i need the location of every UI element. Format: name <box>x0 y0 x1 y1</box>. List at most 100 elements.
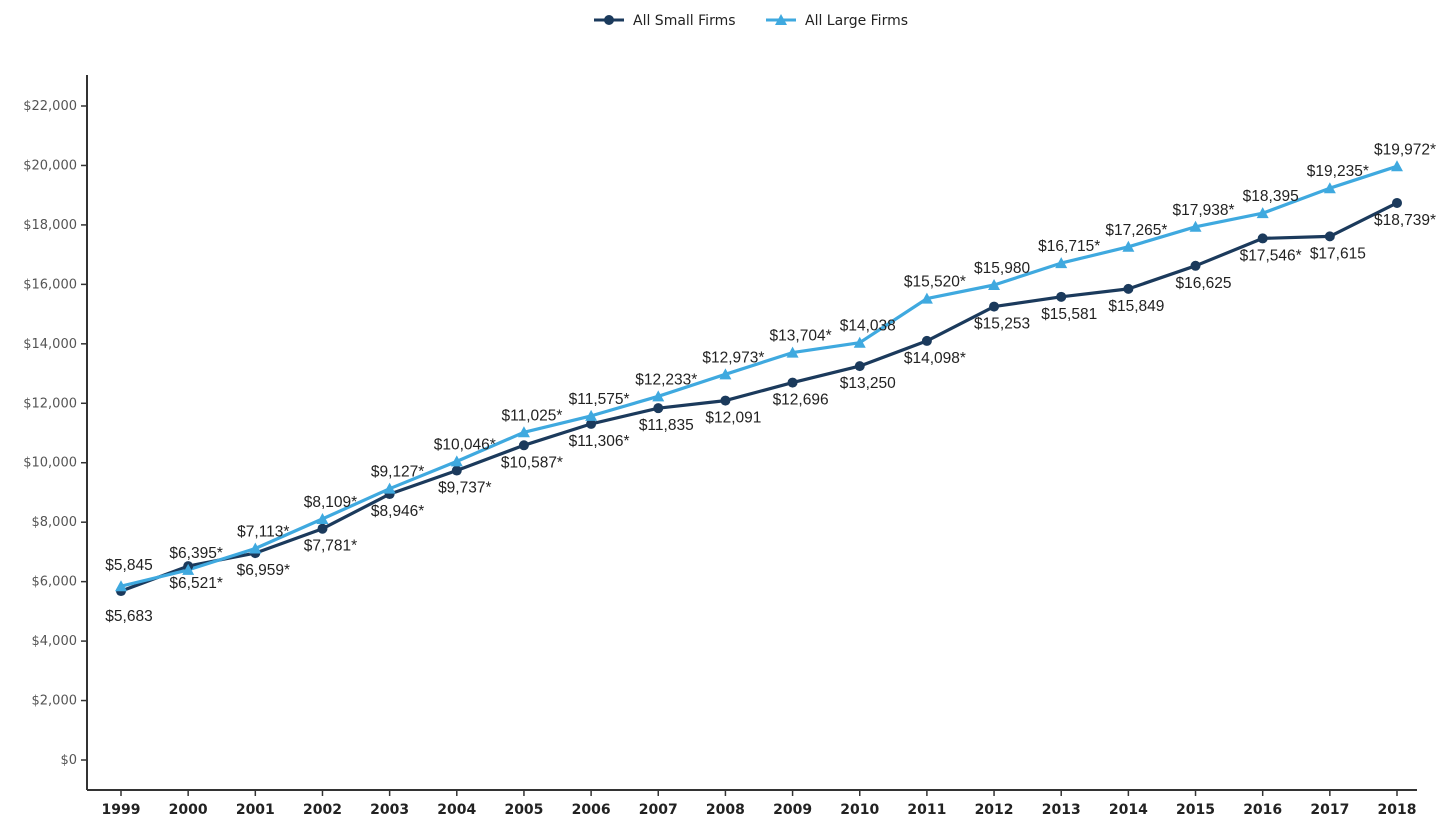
data-point-small-firms <box>1190 260 1201 271</box>
data-point-small-firms <box>317 523 328 534</box>
y-tick-label: $18,000 <box>23 218 77 233</box>
data-point-small-firms <box>787 377 798 388</box>
data-label-small-firms: $14,098* <box>904 350 966 367</box>
legend-marker-large-firms <box>775 14 787 25</box>
x-tick-label: 2003 <box>370 802 409 818</box>
data-label-large-firms: $10,046* <box>434 436 496 453</box>
data-label-small-firms: $17,615 <box>1310 245 1366 262</box>
y-tick-label: $22,000 <box>23 99 77 114</box>
x-tick-label: 2012 <box>975 802 1014 818</box>
x-tick-label: 1999 <box>102 802 141 818</box>
data-point-large-firms <box>182 563 195 575</box>
y-tick-label: $20,000 <box>23 158 77 173</box>
y-tick-label: $2,000 <box>32 694 78 709</box>
data-label-large-firms: $11,575* <box>569 391 630 408</box>
data-label-small-firms: $6,521* <box>169 575 222 592</box>
data-label-large-firms: $11,025* <box>501 407 562 424</box>
data-point-small-firms <box>1324 231 1335 242</box>
data-point-large-firms <box>115 580 127 592</box>
series-line-large-firms <box>120 164 1398 588</box>
data-point-large-firms <box>1256 207 1269 219</box>
data-label-large-firms: $6,395* <box>169 545 222 562</box>
data-label-large-firms: $19,235* <box>1307 163 1369 180</box>
x-tick-label: 2008 <box>706 802 745 818</box>
data-point-large-firms <box>450 455 463 467</box>
x-tick-label: 2005 <box>504 802 543 818</box>
data-label-small-firms: $9,737* <box>438 480 491 497</box>
legend-label-large-firms: All Large Firms <box>805 13 908 29</box>
x-tick-label: 2015 <box>1176 802 1215 818</box>
data-label-small-firms: $17,546* <box>1240 247 1302 264</box>
data-point-small-firms <box>1056 291 1067 302</box>
data-point-small-firms <box>518 440 529 451</box>
data-point-large-firms <box>920 292 933 304</box>
data-label-large-firms: $7,113* <box>237 524 289 541</box>
axes: $0 $2,000 $4,000 $6,000 $8,000 $10,000 $12,000… <box>23 75 1417 818</box>
data-point-large-firms <box>1189 220 1202 232</box>
data-label-small-firms: $16,625 <box>1176 275 1232 292</box>
data-point-large-firms <box>1055 257 1068 269</box>
data-point-large-firms <box>853 336 866 348</box>
data-label-small-firms: $15,849 <box>1108 298 1164 315</box>
data-point-small-firms <box>1257 233 1268 244</box>
data-point-small-firms <box>854 361 865 372</box>
series-lines <box>120 164 1398 593</box>
data-point-large-firms <box>719 368 732 380</box>
x-tick-label: 2017 <box>1310 802 1349 818</box>
data-label-large-firms: $17,938* <box>1172 202 1234 219</box>
data-label-small-firms: $10,587* <box>501 454 563 471</box>
y-tick-label: $16,000 <box>23 277 77 292</box>
x-tick-label: 2013 <box>1042 802 1081 818</box>
x-tick-label: 2006 <box>572 802 611 818</box>
legend-item-large-firms: All Large Firms <box>766 13 908 29</box>
data-point-small-firms <box>586 418 597 429</box>
data-point-large-firms <box>1323 182 1336 194</box>
data-label-large-firms: $18,395 <box>1243 188 1299 205</box>
data-label-large-firms: $12,973* <box>702 349 764 366</box>
x-tick-label: 2011 <box>907 802 946 818</box>
data-point-small-firms <box>989 301 1000 312</box>
data-label-small-firms: $11,306* <box>569 433 630 450</box>
data-label-small-firms: $5,683 <box>105 608 152 625</box>
data-label-large-firms: $8,109* <box>304 494 357 511</box>
x-tick-label: 2014 <box>1109 802 1148 818</box>
x-tick-label: 2004 <box>437 802 476 818</box>
data-label-small-firms: $12,696 <box>773 392 829 409</box>
data-point-large-firms <box>383 482 396 494</box>
x-tick-label: 2009 <box>773 802 812 818</box>
data-label-large-firms: $13,704* <box>770 328 832 345</box>
data-label-small-firms: $8,946* <box>371 503 424 520</box>
data-point-small-firms <box>720 395 731 406</box>
data-label-small-firms: $15,581 <box>1041 306 1097 323</box>
y-tick-label: $0 <box>60 753 77 768</box>
series-line-small-firms <box>120 201 1398 593</box>
x-tick-label: 2001 <box>236 802 275 818</box>
data-point-large-firms <box>786 346 799 358</box>
data-point-large-firms <box>585 409 598 421</box>
data-point-small-firms <box>1123 283 1134 294</box>
data-point-large-firms <box>316 512 329 524</box>
y-tick-label: $6,000 <box>32 575 78 590</box>
y-tick-label: $8,000 <box>32 515 78 530</box>
y-tick-label: $4,000 <box>32 634 78 649</box>
data-point-small-firms <box>451 465 462 476</box>
data-label-small-firms: $11,835 <box>639 417 694 434</box>
x-tick-label: 2016 <box>1243 802 1282 818</box>
data-label-small-firms: $7,781* <box>304 538 357 555</box>
data-labels: $5,683 $6,521* $6,959* $7,781* $8,946* $9,737… <box>105 141 1436 625</box>
data-label-large-firms: $9,127* <box>371 464 424 481</box>
x-tick-label: 2010 <box>840 802 879 818</box>
data-point-large-firms <box>652 390 665 402</box>
x-tick-label: 2000 <box>169 802 208 818</box>
data-label-small-firms: $6,959* <box>237 562 290 579</box>
data-point-large-firms <box>988 278 1001 290</box>
data-label-large-firms: $15,520* <box>904 274 966 291</box>
data-label-large-firms: $15,980 <box>974 260 1030 277</box>
x-tick-label: 2002 <box>303 802 342 818</box>
data-point-small-firms <box>921 335 932 346</box>
y-tick-label: $12,000 <box>23 396 77 411</box>
data-point-large-firms <box>1122 240 1135 252</box>
data-label-small-firms: $15,253 <box>974 316 1030 333</box>
data-label-large-firms: $19,972* <box>1374 141 1436 158</box>
data-label-large-firms: $16,715* <box>1038 238 1100 255</box>
